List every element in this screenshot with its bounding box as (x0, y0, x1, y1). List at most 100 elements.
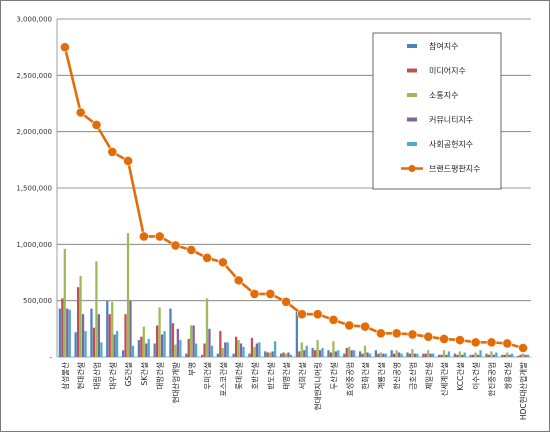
legend-label: 커뮤니티지수 (429, 115, 473, 125)
bar (305, 345, 308, 357)
gridlines (57, 18, 531, 358)
bar (510, 353, 514, 357)
x-tick-label: 호반건설 (250, 362, 260, 390)
bar (334, 351, 337, 357)
bar (279, 353, 283, 357)
line-point (170, 240, 181, 251)
x-tick-label: 한화건설 (360, 362, 370, 390)
bar (461, 354, 464, 357)
bar (453, 353, 457, 357)
line-point (391, 328, 402, 339)
line-point (154, 231, 165, 242)
bar (95, 261, 98, 357)
bar (458, 351, 461, 357)
bar (508, 354, 511, 357)
bar (374, 350, 378, 357)
bar (163, 331, 166, 357)
x-tick-label: 신세계건설 (439, 362, 449, 397)
x-tick-label: 삼성물산 (60, 362, 70, 390)
bar (61, 298, 64, 357)
bar (318, 350, 322, 357)
bar (253, 346, 256, 357)
bar (397, 352, 401, 357)
line-point (296, 309, 307, 320)
bar (379, 352, 382, 357)
y-tick-label: 2,000,000 (16, 128, 52, 136)
bar (77, 287, 80, 357)
bar (474, 352, 477, 357)
bar (332, 341, 335, 357)
x-axis: 삼성물산 현대건설 대림산업 대우건설 GS건설 SK건설 대방건설 현대산업개발 부영 우미건설… (60, 362, 528, 420)
x-tick-label: 효성중공업 (345, 362, 354, 397)
bar (445, 354, 448, 357)
x-tick-label: 현대엔지니어링 (313, 362, 323, 410)
bar (526, 354, 530, 357)
line-point (265, 289, 276, 299)
bar (171, 323, 175, 357)
line-point (328, 314, 339, 325)
bar (131, 345, 135, 357)
bar (179, 340, 182, 357)
bar (427, 350, 430, 357)
bar (352, 350, 356, 357)
bar (366, 352, 369, 357)
bar (358, 351, 362, 357)
bar (479, 350, 482, 357)
bar (210, 345, 214, 357)
legend-label: 사회공헌지수 (429, 140, 473, 149)
bar (81, 314, 85, 357)
bar-series (58, 233, 530, 357)
bar (242, 346, 245, 357)
line-point (60, 42, 70, 53)
bar (190, 325, 193, 357)
line-point (123, 156, 133, 166)
bar (437, 354, 441, 357)
y-tick-label: 3,000,000 (16, 16, 52, 24)
bar (377, 353, 380, 357)
x-tick-label: HDC현대산업개발 (518, 362, 528, 420)
bar (495, 352, 498, 357)
y-tick-label: 2,500,000 (16, 72, 52, 80)
x-tick-label: 두산건설 (329, 362, 339, 390)
bar (463, 352, 466, 357)
bar (384, 353, 387, 357)
bar (203, 343, 206, 357)
bar (363, 345, 367, 357)
bar (469, 354, 472, 357)
bar (142, 326, 145, 357)
legend-swatch (407, 44, 417, 48)
bar (424, 353, 427, 357)
bar (237, 340, 240, 357)
bar (282, 352, 285, 357)
bar (100, 342, 103, 357)
x-tick-label: 롯데건설 (234, 362, 244, 390)
bar (232, 353, 235, 357)
bar (442, 350, 446, 357)
bar (503, 354, 506, 357)
bar (361, 353, 364, 357)
bar (205, 298, 209, 357)
x-tick-label: 부영 (186, 362, 196, 376)
bar (395, 350, 398, 357)
bar (187, 338, 190, 357)
bar (400, 353, 403, 357)
line-point (312, 309, 323, 320)
bar (327, 350, 330, 357)
bar (208, 328, 211, 357)
y-tick-label: 500,000 (23, 297, 52, 305)
line-point (360, 321, 370, 332)
bar (153, 343, 156, 357)
bar (68, 309, 71, 357)
bar (456, 354, 459, 357)
bar (413, 353, 416, 357)
bar (255, 343, 258, 357)
y-tick-label: 1,000,000 (16, 241, 52, 249)
legend-label: 브랜드평판지수 (429, 164, 481, 174)
x-tick-label: SK건설 (139, 362, 149, 386)
legend-swatch (407, 68, 417, 73)
x-tick-label: 계룡건설 (376, 362, 386, 390)
legend-swatch (407, 142, 417, 146)
x-tick-label: 대방건설 (155, 362, 165, 390)
bar (140, 336, 143, 357)
line-point (518, 343, 528, 353)
